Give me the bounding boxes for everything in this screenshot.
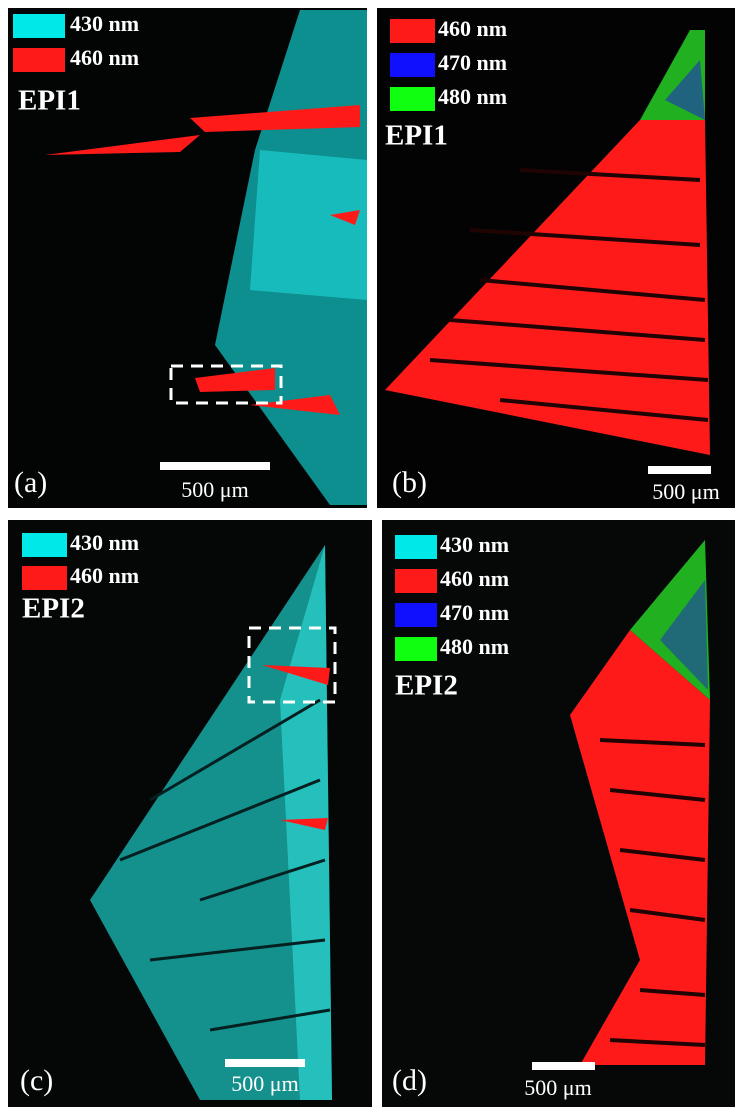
legend-swatch: [390, 19, 435, 43]
legend-label: 460 nm: [438, 16, 507, 41]
panel-letter: (a): [14, 466, 47, 499]
legend-label: 460 nm: [70, 45, 139, 70]
panel-d-image: [382, 520, 735, 1107]
legend-swatch: [390, 87, 435, 111]
legend-label: 460 nm: [70, 563, 139, 588]
panel-c-image: [8, 520, 372, 1107]
legend-swatch: [22, 533, 67, 557]
legend-swatch: [13, 48, 65, 72]
legend-swatch: [13, 14, 65, 38]
legend-label: 460 nm: [440, 566, 509, 591]
scale-bar-label: 500 μm: [231, 1071, 298, 1096]
scale-bar-label: 500 μm: [181, 477, 248, 502]
legend-swatch: [395, 535, 437, 559]
legend-swatch: [395, 637, 437, 661]
panel-a-image: [8, 8, 367, 508]
sample-label: EPI2: [395, 670, 458, 702]
legend-swatch: [390, 53, 435, 77]
sample-label: EPI1: [385, 120, 448, 152]
panel-letter: (c): [20, 1064, 53, 1097]
legend-label: 480 nm: [440, 634, 509, 659]
legend-label: 430 nm: [70, 11, 139, 36]
panel-b-image: [377, 8, 735, 508]
legend-swatch: [395, 603, 437, 627]
legend-label: 470 nm: [440, 600, 509, 625]
legend-label: 430 nm: [440, 532, 509, 557]
panel-letter: (b): [392, 466, 427, 499]
legend-label: 470 nm: [438, 50, 507, 75]
scale-bar-label: 500 μm: [524, 1075, 591, 1100]
panel-letter: (d): [392, 1064, 427, 1097]
legend-label: 480 nm: [438, 84, 507, 109]
sample-label: EPI2: [22, 593, 85, 625]
scale-bar-label: 500 μm: [652, 479, 719, 504]
legend-swatch: [22, 566, 67, 590]
legend-swatch: [395, 569, 437, 593]
legend-label: 430 nm: [70, 530, 139, 555]
sample-label: EPI1: [18, 85, 81, 117]
